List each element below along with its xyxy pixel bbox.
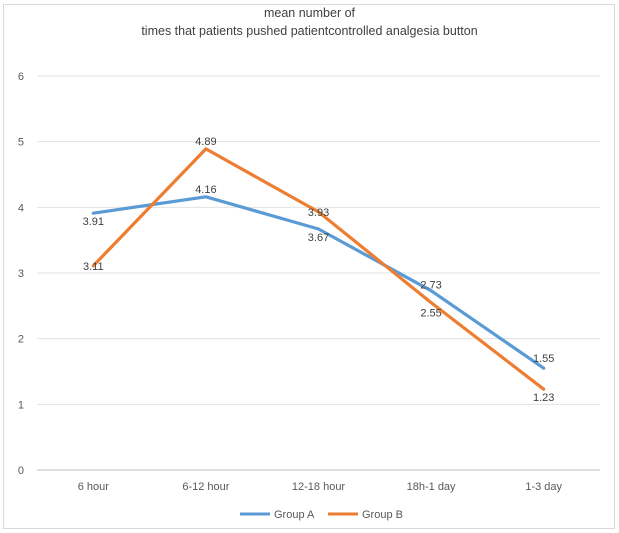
- y-tick-label: 0: [18, 465, 24, 477]
- series-line-group-a: [91, 195, 546, 370]
- data-label: 1.55: [533, 353, 554, 365]
- series-line-group-b: [91, 147, 546, 391]
- y-tick-label: 2: [18, 334, 24, 346]
- legend-label: Group A: [274, 509, 315, 521]
- chart-title-line2: times that patients pushed patientcontro…: [141, 24, 478, 38]
- y-tick-label: 1: [18, 399, 24, 411]
- x-tick-label: 12-18 hour: [292, 481, 346, 493]
- x-tick-label: 6 hour: [78, 481, 110, 493]
- data-label: 3.11: [83, 261, 104, 273]
- y-tick-label: 4: [18, 202, 24, 214]
- chart-frame: [3, 4, 615, 529]
- data-label: 4.89: [195, 136, 216, 148]
- y-tick-label: 3: [18, 268, 24, 280]
- data-label: 3.93: [308, 207, 329, 219]
- x-tick-label: 6-12 hour: [182, 481, 229, 493]
- y-tick-label: 6: [18, 71, 24, 83]
- data-label: 4.16: [195, 184, 216, 196]
- data-label: 3.67: [308, 232, 329, 244]
- x-tick-label: 18h-1 day: [407, 481, 456, 493]
- chart-title-line1: mean number of: [263, 6, 356, 20]
- y-tick-label: 5: [18, 137, 24, 149]
- x-tick-label: 1-3 day: [525, 481, 562, 493]
- legend-label: Group B: [362, 509, 403, 521]
- data-label: 2.55: [420, 308, 441, 320]
- data-label: 3.91: [83, 216, 104, 228]
- data-label: 2.73: [420, 280, 441, 292]
- data-label: 1.23: [533, 392, 554, 404]
